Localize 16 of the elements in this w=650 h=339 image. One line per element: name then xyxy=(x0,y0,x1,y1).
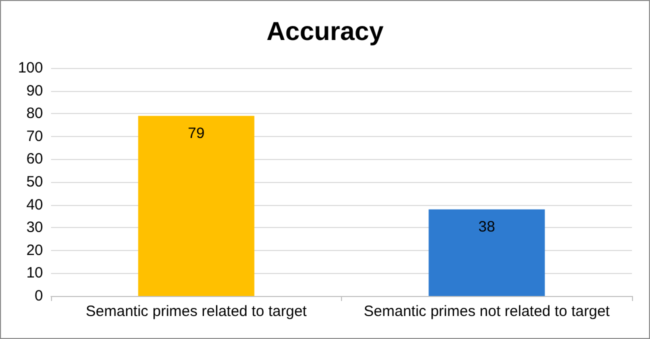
y-tick-label: 50 xyxy=(26,174,43,190)
x-tick-label: Semantic primes not related to target xyxy=(364,303,611,320)
y-tick-label: 20 xyxy=(26,242,43,259)
y-tick-label: 60 xyxy=(26,150,43,168)
data-label: 79 xyxy=(188,124,205,142)
data-label: 38 xyxy=(478,218,496,236)
y-tick-label: 90 xyxy=(26,82,43,100)
x-tick-label: Semantic primes related to target xyxy=(86,303,308,320)
chart-title: Accuracy xyxy=(266,16,384,46)
y-tick-label: 80 xyxy=(26,105,43,122)
y-tick-label: 30 xyxy=(26,219,43,236)
y-tick-label: 100 xyxy=(18,60,43,76)
y-tick-label: 10 xyxy=(26,264,43,282)
y-tick-label: 40 xyxy=(26,196,43,214)
y-tick-label: 70 xyxy=(26,128,43,145)
y-tick-label: 0 xyxy=(34,288,43,304)
